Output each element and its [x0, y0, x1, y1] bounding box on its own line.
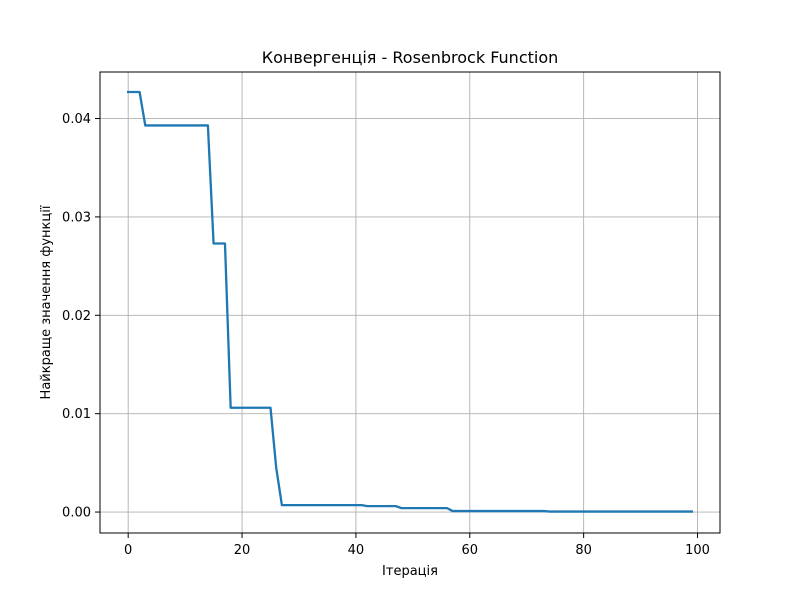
x-axis-label: Ітерація — [382, 564, 438, 579]
y-tick-label: 0.02 — [62, 309, 91, 324]
plot-area-frame — [99, 71, 721, 534]
series-line — [127, 90, 693, 513]
y-tick-label: 0.00 — [62, 506, 91, 521]
x-tick-label: 0 — [124, 543, 132, 558]
x-tick-label: 80 — [575, 543, 592, 558]
x-tick-label: 20 — [234, 543, 251, 558]
axis-ticks: 0 20 40 60 80 100 0.00 0.01 0.02 0.03 0.04 — [62, 112, 710, 558]
y-tick-label: 0.03 — [62, 210, 91, 225]
chart-title: Конвергенція - Rosenbrock Function — [262, 48, 559, 67]
y-tick-label: 0.01 — [62, 407, 91, 422]
x-tick-label: 60 — [462, 543, 479, 558]
y-axis-label: Найкраще значення функції — [39, 205, 54, 399]
grid-lines — [100, 72, 720, 533]
series-layer — [127, 90, 693, 513]
x-tick-label: 40 — [348, 543, 365, 558]
y-tick-label: 0.04 — [62, 112, 91, 127]
x-tick-label: 100 — [685, 543, 710, 558]
